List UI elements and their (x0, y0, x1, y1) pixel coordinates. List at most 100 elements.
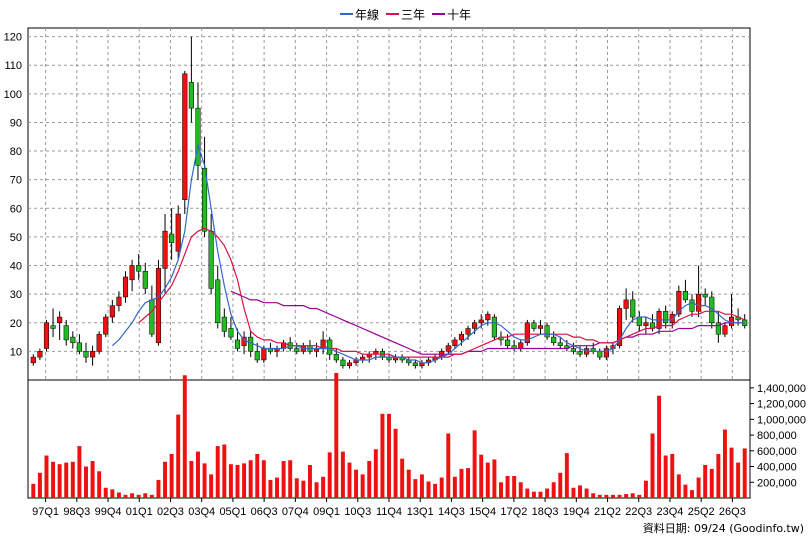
volume-bar (610, 494, 615, 498)
candle-down (63, 325, 69, 341)
price-tick-label: 50 (10, 232, 22, 244)
volume-bar (518, 482, 523, 498)
candle-up (116, 296, 122, 306)
candle-up (478, 319, 484, 324)
volume-bar (657, 395, 662, 498)
volume-bar (37, 472, 42, 498)
volume-bar (334, 372, 339, 498)
volume-bar (505, 475, 510, 498)
candle-down (597, 351, 603, 358)
candle-up (616, 308, 623, 346)
candle-up (696, 293, 702, 312)
volume-bar (327, 452, 332, 498)
volume-bar (222, 444, 227, 498)
volume-bar (189, 461, 194, 498)
volume-bar (347, 462, 352, 498)
candle-down (682, 291, 688, 301)
volume-bar (624, 494, 629, 498)
volume-bar (354, 469, 359, 498)
candle-down (215, 279, 221, 324)
volume-bar (446, 433, 451, 498)
candle-down (254, 351, 260, 361)
time-tick-label: 22Q3 (625, 506, 652, 518)
candle-up (37, 351, 43, 358)
candle-down (505, 339, 511, 346)
volume-bar (650, 433, 655, 498)
time-tick-label: 18Q3 (532, 506, 559, 518)
candle-up (524, 322, 530, 344)
candle-down (83, 351, 89, 358)
volume-bar (413, 479, 418, 498)
candle-up (472, 322, 478, 329)
candle-down (142, 271, 148, 289)
volume-bar (545, 488, 550, 498)
candle-up (485, 313, 491, 321)
volume-tick-label: 1,200,000 (757, 399, 806, 411)
volume-bar (709, 468, 714, 498)
time-tick-label: 25Q2 (688, 506, 715, 518)
candle-up (57, 316, 63, 324)
volume-bar (670, 453, 675, 498)
time-tick-label: 11Q4 (376, 506, 402, 518)
volume-bar (149, 494, 154, 498)
candle-down (70, 336, 76, 344)
candle-down (327, 339, 333, 355)
candle-up (129, 265, 135, 281)
candle-down (76, 342, 82, 352)
volume-bar (492, 459, 497, 498)
candle-down (208, 230, 214, 289)
volume-bars (31, 372, 747, 498)
volume-bar (597, 494, 602, 498)
candle-down (689, 299, 695, 312)
volume-bar (195, 451, 200, 498)
volume-bar (321, 476, 326, 498)
time-tick-label: 13Q1 (407, 506, 434, 518)
volume-bar (387, 413, 391, 498)
time-tick-label: 10Q3 (344, 506, 371, 518)
volume-bar (163, 461, 168, 498)
volume-bar (380, 413, 385, 498)
volume-bar (156, 479, 161, 498)
volume-tick-label: 600,000 (757, 446, 797, 458)
volume-bar (90, 461, 95, 498)
volume-bar (294, 478, 299, 498)
price-tick-label: 120 (4, 32, 22, 44)
moving-average-lines (111, 142, 745, 364)
volume-bar (716, 453, 721, 498)
legend-label-yearly: 年線 (355, 7, 379, 22)
volume-bar (130, 493, 135, 498)
candle-down (570, 348, 576, 352)
volume-bar (479, 454, 484, 498)
volume-bar (439, 477, 444, 498)
volume-bar (400, 458, 405, 498)
volume-bar (281, 461, 286, 498)
source-note: 資料日期: 09/24 (Goodinfo.tw) (643, 521, 804, 535)
time-tick-label: 26Q3 (719, 506, 746, 518)
legend-label-3yr: 三年 (401, 8, 425, 22)
candle-up (458, 333, 465, 341)
price-tick-label: 80 (10, 146, 22, 158)
volume-bar (433, 483, 438, 498)
legend: 年線 三年 十年 (340, 7, 471, 22)
candle-down (630, 299, 636, 318)
time-tick-label: 97Q1 (32, 506, 59, 518)
volume-bar (110, 489, 115, 498)
time-tick-label: 19Q4 (563, 506, 590, 518)
candle-up (465, 328, 471, 335)
volume-bar (307, 464, 312, 498)
volume-bar (499, 482, 503, 498)
time-tick-label: 07Q4 (282, 506, 309, 518)
candle-down (702, 293, 708, 298)
volume-bar (472, 430, 477, 498)
candle-down (577, 351, 583, 355)
candle-down (333, 353, 339, 361)
time-tick-label: 06Q3 (251, 506, 278, 518)
time-tick-label: 15Q4 (469, 506, 496, 518)
volume-bar (51, 461, 56, 498)
volume-tick-label: 200,000 (757, 477, 797, 489)
candle-up (90, 351, 96, 358)
volume-tick-label: 1,400,000 (757, 383, 806, 395)
candle-up (162, 230, 168, 269)
price-tick-label: 20 (10, 318, 22, 330)
candle-up (603, 348, 609, 358)
